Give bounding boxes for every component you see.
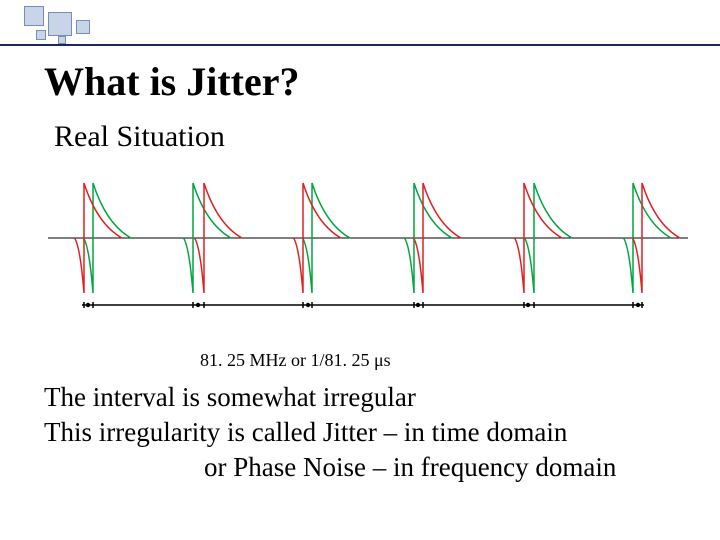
interval-dot [306,303,310,307]
interval-dot [86,303,90,307]
header-decoration [0,0,720,60]
body-line-1: The interval is somewhat irregular [44,380,684,415]
interval-dot [526,303,530,307]
jitter-waveform-chart [48,160,688,320]
interval-dot [196,303,200,307]
decoration-square [48,12,72,36]
slide-title: What is Jitter? [44,58,300,105]
body-text: The interval is somewhat irregular This … [44,380,684,485]
decoration-square [58,36,66,44]
decoration-square [76,20,90,34]
slide-subtitle: Real Situation [54,120,225,154]
frequency-label: 81. 25 MHz or 1/81. 25 μs [200,350,391,371]
body-line-2: This irregularity is called Jitter – in … [44,415,684,450]
body-line-3: or Phase Noise – in frequency domain [44,450,684,485]
interval-dot [636,303,640,307]
header-rule [0,44,720,46]
decoration-square [36,30,46,40]
interval-dot [416,303,420,307]
decoration-square [24,6,44,26]
